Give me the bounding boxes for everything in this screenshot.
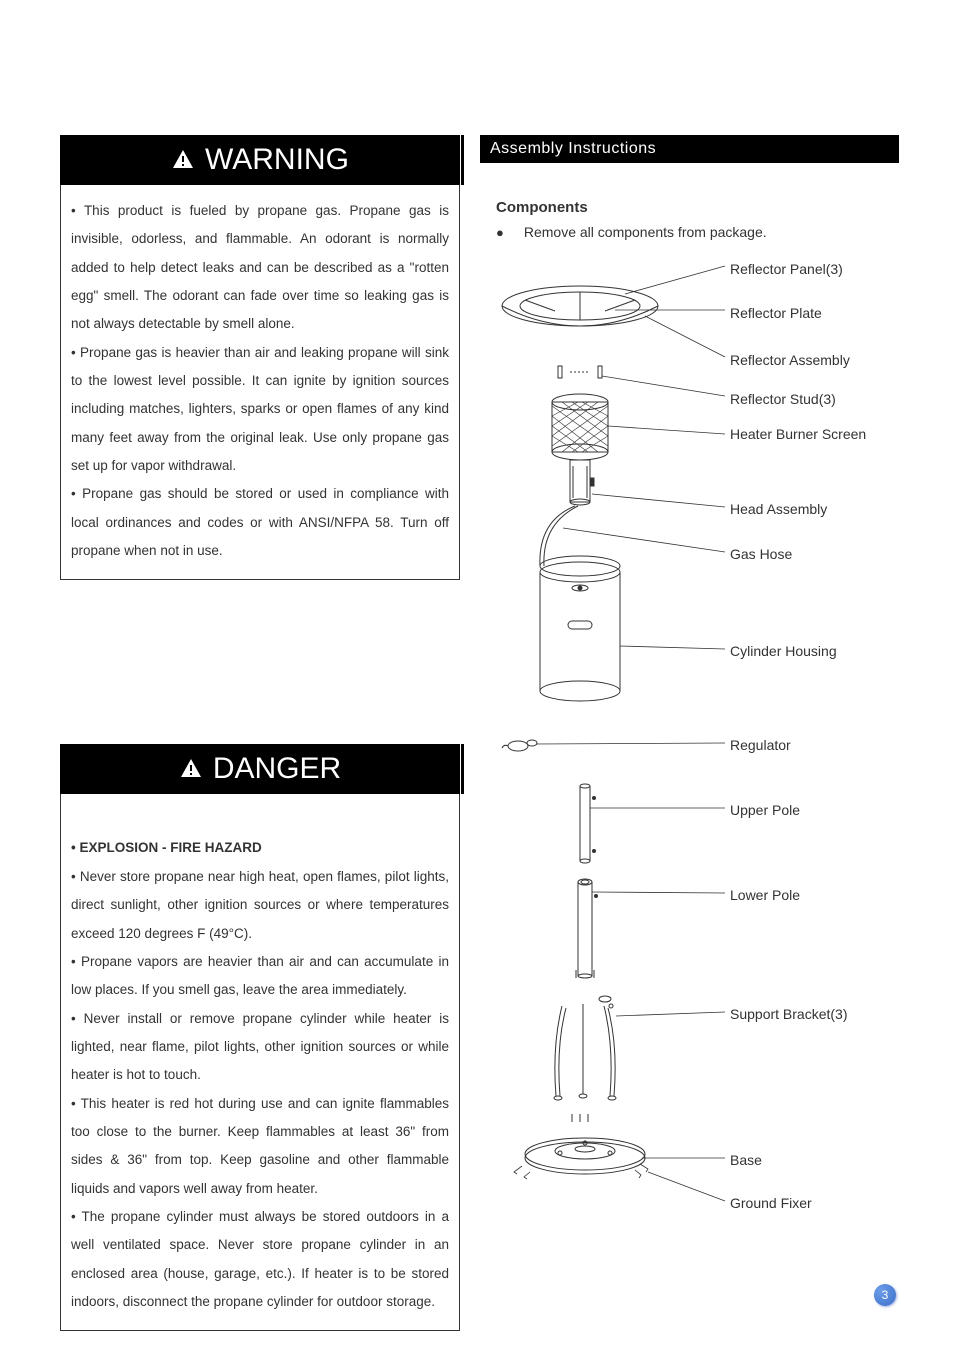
label-reflector-stud: Reflector Stud(3) <box>730 391 880 407</box>
page-number: 3 <box>874 1284 896 1306</box>
label-ground-fixer: Ground Fixer <box>730 1195 880 1211</box>
label-lower-pole: Lower Pole <box>730 887 880 903</box>
label-cylinder-housing: Cylinder Housing <box>730 643 880 659</box>
warning-para-2: • Propane gas is heavier than air and le… <box>71 339 449 481</box>
danger-para-4: • This heater is red hot during use and … <box>71 1090 449 1203</box>
warning-title: WARNING <box>205 143 349 177</box>
label-reflector-plate: Reflector Plate <box>730 305 880 321</box>
warning-para-3: • Propane gas should be stored or used i… <box>71 480 449 565</box>
danger-para-3: • Never install or remove propane cylind… <box>71 1005 449 1090</box>
label-support-bracket: Support Bracket(3) <box>730 1006 880 1022</box>
danger-hazard-title: • EXPLOSION - FIRE HAZARD <box>71 834 449 862</box>
alert-triangle-icon <box>179 757 203 781</box>
label-reflector-panel: Reflector Panel(3) <box>730 261 880 277</box>
warning-para-1: • This product is fueled by propane gas.… <box>71 197 449 339</box>
components-title: Components <box>496 199 899 216</box>
danger-para-5: • The propane cylinder must always be st… <box>71 1203 449 1316</box>
danger-header: DANGER <box>60 744 460 794</box>
assembly-header: Assembly Instructions <box>480 135 899 163</box>
label-heater-burner-screen: Heater Burner Screen <box>730 426 880 442</box>
components-note: Remove all components from package. <box>496 224 899 240</box>
danger-para-2: • Propane vapors are heavier than air an… <box>71 948 449 1005</box>
label-reflector-assembly: Reflector Assembly <box>730 352 880 368</box>
warning-box: • This product is fueled by propane gas.… <box>60 185 460 580</box>
warning-header: WARNING <box>60 135 460 185</box>
label-upper-pole: Upper Pole <box>730 802 880 818</box>
label-head-assembly: Head Assembly <box>730 501 880 517</box>
danger-box: • EXPLOSION - FIRE HAZARD • Never store … <box>60 794 460 1331</box>
label-regulator: Regulator <box>730 737 880 753</box>
label-base: Base <box>730 1152 880 1168</box>
danger-para-1: • Never store propane near high heat, op… <box>71 863 449 948</box>
heater-diagram: Reflector Panel(3) Reflector Plate Refle… <box>480 246 880 1216</box>
alert-triangle-icon <box>171 148 195 172</box>
danger-title: DANGER <box>213 752 341 786</box>
label-gas-hose: Gas Hose <box>730 546 880 562</box>
